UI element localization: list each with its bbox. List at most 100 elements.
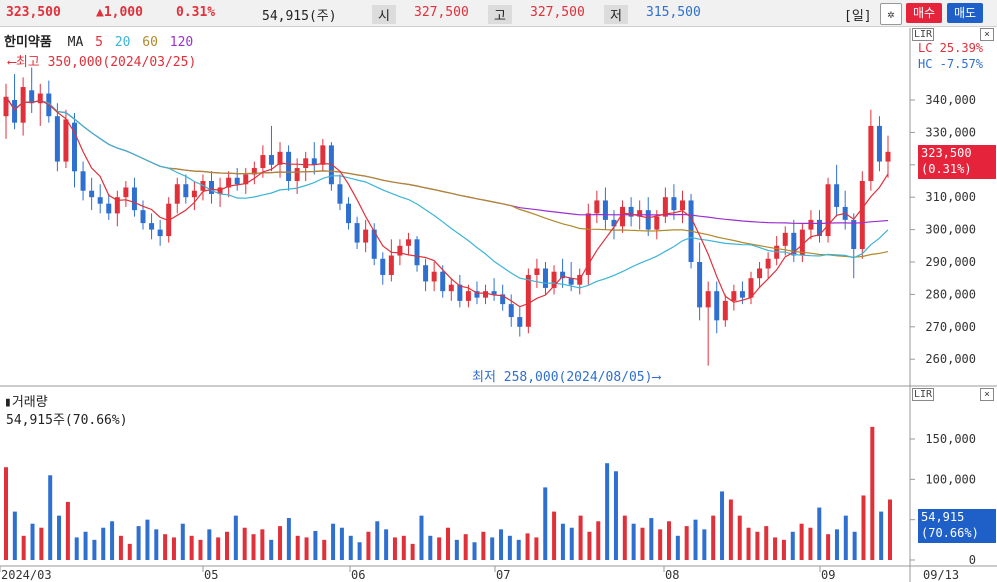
candle [12, 74, 18, 130]
candle-body [3, 96, 9, 117]
price-change: ▲1,000 [96, 5, 143, 20]
volume-bar [852, 531, 857, 560]
candle-body [346, 203, 352, 224]
candle-body [423, 265, 429, 282]
candle [388, 239, 394, 282]
candle-body [191, 190, 197, 198]
volume-bar [357, 542, 362, 560]
lc-readout: LC 25.39% [918, 41, 984, 55]
candle-body [114, 197, 120, 214]
buy-button[interactable]: 매수 [906, 3, 942, 23]
volume-bar [348, 535, 353, 560]
axis-toggle-icon[interactable]: LIR [912, 28, 934, 41]
volume-bar [543, 487, 548, 560]
volume-bar [613, 471, 618, 560]
volume-bar [569, 527, 574, 560]
candle-body [594, 200, 600, 214]
price-panel-controls[interactable]: LIR × [912, 28, 995, 41]
sell-button[interactable]: 매도 [947, 3, 983, 23]
volume-bar [154, 529, 159, 560]
candle [859, 171, 865, 259]
high-annotation: ⟵최고 350,000(2024/03/25) [8, 55, 197, 70]
volume-bar [861, 495, 866, 560]
candle-body [174, 184, 180, 204]
volume-bar [843, 515, 848, 560]
price-badge-pct: (0.31%) [921, 162, 972, 176]
candle-body [380, 258, 386, 275]
candle [662, 187, 668, 224]
low-label: 저 [604, 5, 628, 24]
candle [791, 219, 797, 262]
candle [371, 223, 377, 266]
candle-body [457, 284, 463, 301]
close-icon[interactable]: × [980, 28, 995, 41]
candle [114, 190, 120, 227]
candle [491, 278, 497, 301]
gear-icon[interactable]: ✲ [880, 3, 902, 25]
candle-body [397, 245, 403, 256]
candle-body [859, 181, 865, 250]
volume-bar [74, 537, 79, 560]
price-tick-label: 310,000 [925, 190, 976, 204]
volume-bar [48, 475, 53, 560]
volume-value: 54,915주(70.66%) [6, 413, 128, 428]
volume-bar [888, 499, 892, 560]
candle [20, 77, 26, 136]
volume-bar [331, 523, 336, 560]
ma-20-line [5, 96, 889, 289]
candle [885, 135, 891, 178]
candle-body [431, 271, 437, 282]
volume-bar [30, 523, 35, 560]
candle [594, 190, 600, 224]
candle [46, 80, 52, 123]
candle [303, 151, 309, 181]
low-annotation: 최저 258,000(2024/08/05)⟶ [472, 370, 661, 385]
volume-axis-toggle-icon[interactable]: LIR [912, 388, 934, 401]
low-price: 315,500 [646, 5, 701, 20]
candle-body [37, 93, 43, 104]
volume-bar [83, 531, 88, 560]
candle-body [97, 197, 103, 204]
candle [54, 103, 60, 172]
candle [825, 177, 831, 243]
candle [37, 83, 43, 126]
volume-bar [746, 527, 751, 560]
volume-bar [419, 515, 424, 560]
candle-body [816, 219, 822, 237]
volume-bar [384, 529, 389, 560]
volume-badge-value: 54,915 [921, 510, 965, 524]
volume-title-text: 거래량 [11, 395, 48, 410]
candle [183, 174, 189, 204]
candle [483, 284, 489, 305]
candle [645, 197, 651, 237]
volume-panel-controls[interactable]: LIR × [912, 388, 995, 401]
candle-body [637, 210, 643, 217]
candle-body [226, 177, 232, 188]
volume-bar [136, 526, 141, 560]
high-annotation-text: 최고 350,000(2024/03/25) [15, 55, 197, 70]
volume-bar [649, 518, 654, 560]
hc-readout: HC -7.57% [918, 57, 984, 71]
volume-bar [826, 534, 831, 560]
volume-bar [428, 535, 433, 560]
volume-bar [242, 527, 247, 560]
volume-bar [92, 539, 97, 560]
volume-close-icon[interactable]: × [980, 388, 995, 401]
volume-bar [552, 511, 557, 560]
candle-body [500, 294, 506, 305]
volume-bar [587, 531, 592, 560]
ma-5-label: 5 [95, 35, 103, 50]
period-selector[interactable]: [일] [844, 9, 872, 24]
volume-bar [304, 537, 309, 560]
candle-body [320, 145, 326, 165]
volume-bar [295, 535, 300, 560]
volume-bar [446, 527, 450, 560]
candle-body [662, 197, 668, 217]
date-tick-label: 05 [204, 568, 218, 582]
candle-body [679, 200, 685, 211]
volume-bar [737, 515, 742, 560]
candle [722, 294, 728, 327]
candle [774, 236, 780, 266]
volume-bar [525, 533, 530, 560]
